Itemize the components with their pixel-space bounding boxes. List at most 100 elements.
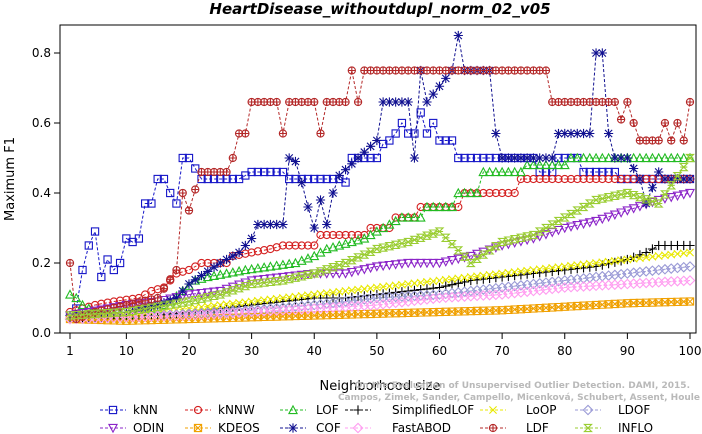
lof-marker bbox=[565, 152, 577, 163]
odin-marker bbox=[678, 190, 689, 200]
knn-marker bbox=[115, 258, 125, 268]
inflo-marker bbox=[321, 265, 332, 274]
cof-marker bbox=[165, 295, 175, 305]
knn-marker bbox=[90, 227, 100, 236]
cof-marker bbox=[353, 153, 363, 163]
knnw-marker bbox=[610, 174, 619, 184]
lof-marker bbox=[409, 212, 420, 222]
cof-marker bbox=[253, 219, 263, 230]
inflo-marker bbox=[409, 235, 420, 245]
inflo-marker bbox=[403, 237, 414, 247]
ldf-marker bbox=[541, 66, 551, 75]
lof-marker bbox=[497, 166, 508, 177]
inflo-marker bbox=[334, 260, 345, 270]
cof-marker bbox=[497, 153, 507, 163]
inflo-marker bbox=[290, 273, 301, 282]
ldf-marker bbox=[610, 97, 619, 107]
ldf-marker bbox=[341, 97, 350, 107]
inflo-marker bbox=[171, 299, 182, 308]
inflo-marker bbox=[440, 233, 451, 242]
inflo-marker bbox=[340, 258, 351, 268]
cof-marker bbox=[190, 275, 200, 285]
ldf-marker bbox=[316, 129, 325, 138]
knn-marker bbox=[422, 129, 432, 138]
knnw-marker bbox=[497, 188, 507, 198]
legend-label: kNN bbox=[133, 403, 158, 417]
lof-marker bbox=[641, 152, 652, 163]
cof-marker bbox=[284, 153, 294, 163]
lof-marker bbox=[672, 152, 683, 163]
inflo-marker bbox=[127, 306, 138, 316]
inflo-marker bbox=[522, 232, 533, 241]
knnw-marker bbox=[591, 174, 601, 184]
cof-marker bbox=[603, 128, 614, 139]
inflo-marker bbox=[259, 278, 270, 287]
odin-marker bbox=[396, 259, 407, 269]
knnw-marker bbox=[535, 174, 544, 184]
knnw-marker bbox=[523, 174, 532, 184]
knn-marker bbox=[259, 167, 269, 177]
cof-marker bbox=[215, 258, 225, 268]
legend-item-fastabod: FastABOD bbox=[345, 421, 451, 434]
inflo-marker bbox=[672, 172, 683, 181]
lof-marker bbox=[515, 166, 526, 177]
inflo-marker bbox=[83, 310, 94, 319]
knnw-marker bbox=[197, 258, 206, 268]
knnw-marker bbox=[259, 246, 269, 255]
lof-marker bbox=[290, 257, 301, 268]
lof-marker bbox=[447, 201, 458, 212]
legend-label: SimplifiedLOF bbox=[392, 403, 474, 417]
inflo-marker bbox=[309, 269, 320, 278]
knnw-marker bbox=[322, 230, 331, 240]
inflo-marker bbox=[509, 235, 520, 244]
legend-item-kdeos: KDEOS bbox=[185, 421, 260, 434]
lof-marker bbox=[503, 166, 514, 177]
cof-line bbox=[69, 35, 690, 316]
knnw-marker bbox=[253, 247, 263, 256]
knnw-marker bbox=[303, 241, 313, 250]
lof-marker bbox=[440, 201, 451, 212]
inflo-marker bbox=[465, 258, 476, 268]
lof-marker bbox=[302, 253, 313, 263]
knnw-marker bbox=[491, 188, 501, 198]
lof-marker bbox=[271, 260, 282, 270]
knn-marker bbox=[472, 153, 482, 163]
odin-marker bbox=[415, 258, 426, 269]
cof-marker bbox=[259, 219, 269, 230]
lof-marker bbox=[578, 152, 589, 163]
knnw-marker bbox=[623, 174, 632, 184]
lof-marker bbox=[334, 240, 345, 250]
cof-marker bbox=[597, 48, 607, 58]
odin-marker bbox=[565, 222, 577, 232]
knn-marker bbox=[435, 136, 444, 145]
lof-marker bbox=[597, 152, 608, 163]
lof-marker bbox=[522, 159, 533, 170]
y-axis-label: Maximum F1 bbox=[3, 137, 18, 221]
odin-marker bbox=[559, 223, 570, 234]
ldf-marker bbox=[222, 167, 231, 177]
knn-marker bbox=[479, 153, 488, 163]
legend-cof-marker bbox=[288, 423, 298, 433]
odin-marker bbox=[378, 261, 389, 272]
cof-marker bbox=[666, 174, 676, 184]
legend-label: COF bbox=[316, 421, 341, 434]
odin-marker bbox=[472, 249, 483, 260]
cof-marker bbox=[391, 97, 401, 107]
knnw-marker bbox=[353, 230, 363, 240]
inflo-marker bbox=[490, 242, 501, 251]
lof-marker bbox=[346, 236, 357, 247]
cof-marker bbox=[228, 251, 238, 261]
inflo-marker bbox=[102, 309, 113, 318]
inflo-marker bbox=[497, 237, 508, 247]
simplifiedlof-marker bbox=[685, 240, 695, 251]
knn-marker bbox=[247, 167, 256, 177]
cof-marker bbox=[566, 128, 576, 139]
legend: kNN kNNW LOF SimplifiedLOF LoOP LDOF ODIN KDEOS… bbox=[100, 403, 653, 434]
odin-marker bbox=[434, 258, 445, 269]
inflo-marker bbox=[478, 250, 489, 259]
inflo-marker bbox=[133, 305, 144, 315]
lof-marker bbox=[459, 187, 470, 198]
inflo-marker bbox=[146, 303, 157, 312]
lof-marker bbox=[64, 289, 76, 299]
x-tick-label: 40 bbox=[307, 344, 322, 358]
